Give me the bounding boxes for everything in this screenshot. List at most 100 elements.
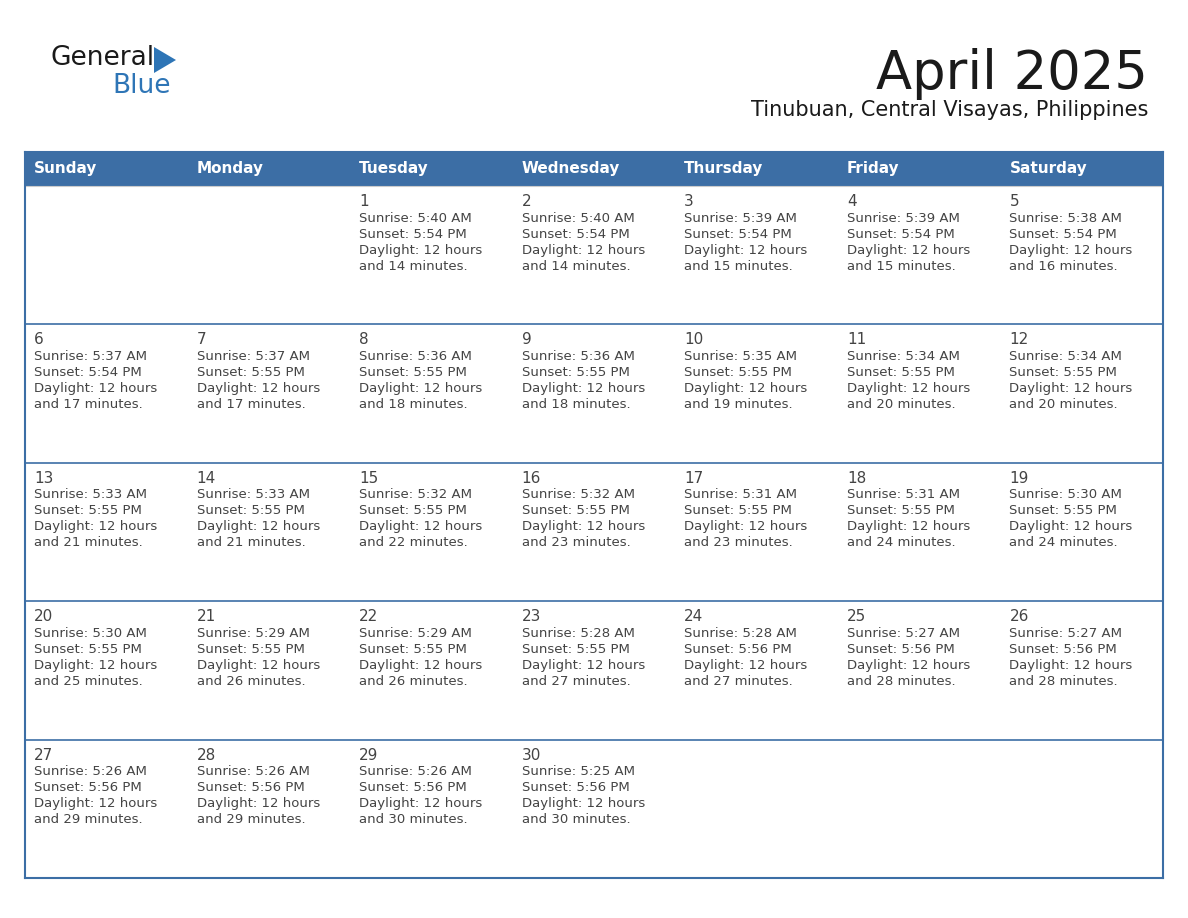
Text: Daylight: 12 hours: Daylight: 12 hours — [847, 659, 971, 672]
Text: Daylight: 12 hours: Daylight: 12 hours — [359, 659, 482, 672]
Text: Sunset: 5:55 PM: Sunset: 5:55 PM — [34, 504, 141, 518]
Text: Daylight: 12 hours: Daylight: 12 hours — [359, 797, 482, 811]
Text: 10: 10 — [684, 332, 703, 347]
Bar — [838, 601, 1000, 740]
Text: and 21 minutes.: and 21 minutes. — [196, 536, 305, 549]
Text: Sunset: 5:56 PM: Sunset: 5:56 PM — [847, 643, 955, 655]
Text: Sunset: 5:56 PM: Sunset: 5:56 PM — [196, 781, 304, 794]
Text: Sunrise: 5:34 AM: Sunrise: 5:34 AM — [847, 350, 960, 363]
Text: 11: 11 — [847, 332, 866, 347]
Text: 22: 22 — [359, 610, 379, 624]
Bar — [350, 740, 513, 878]
Text: and 28 minutes.: and 28 minutes. — [847, 675, 955, 688]
Bar — [1000, 601, 1163, 740]
Text: and 23 minutes.: and 23 minutes. — [684, 536, 794, 549]
Text: Daylight: 12 hours: Daylight: 12 hours — [1010, 659, 1132, 672]
Text: Daylight: 12 hours: Daylight: 12 hours — [684, 382, 808, 395]
Text: Sunset: 5:55 PM: Sunset: 5:55 PM — [359, 504, 467, 518]
Bar — [675, 463, 838, 601]
Bar — [675, 324, 838, 463]
Text: and 14 minutes.: and 14 minutes. — [359, 260, 468, 273]
Text: Sunset: 5:56 PM: Sunset: 5:56 PM — [522, 781, 630, 794]
Text: Daylight: 12 hours: Daylight: 12 hours — [1010, 243, 1132, 257]
Bar — [1000, 463, 1163, 601]
Text: 17: 17 — [684, 471, 703, 486]
Text: Sunset: 5:56 PM: Sunset: 5:56 PM — [359, 781, 467, 794]
Text: and 22 minutes.: and 22 minutes. — [359, 536, 468, 549]
Text: 6: 6 — [34, 332, 44, 347]
Text: Sunrise: 5:27 AM: Sunrise: 5:27 AM — [847, 627, 960, 640]
Text: Daylight: 12 hours: Daylight: 12 hours — [847, 521, 971, 533]
Text: Daylight: 12 hours: Daylight: 12 hours — [522, 659, 645, 672]
Text: Sunday: Sunday — [34, 162, 97, 176]
Bar — [1000, 152, 1163, 186]
Text: Sunset: 5:54 PM: Sunset: 5:54 PM — [684, 228, 792, 241]
Text: Daylight: 12 hours: Daylight: 12 hours — [684, 243, 808, 257]
Text: Daylight: 12 hours: Daylight: 12 hours — [196, 659, 320, 672]
Text: 7: 7 — [196, 332, 207, 347]
Bar — [350, 601, 513, 740]
Text: Wednesday: Wednesday — [522, 162, 620, 176]
Text: 26: 26 — [1010, 610, 1029, 624]
Text: and 21 minutes.: and 21 minutes. — [34, 536, 143, 549]
Bar — [188, 186, 350, 324]
Text: 9: 9 — [522, 332, 531, 347]
Bar — [513, 324, 675, 463]
Text: Sunset: 5:55 PM: Sunset: 5:55 PM — [196, 643, 304, 655]
Text: Sunset: 5:55 PM: Sunset: 5:55 PM — [34, 643, 141, 655]
Text: and 29 minutes.: and 29 minutes. — [34, 813, 143, 826]
Text: and 18 minutes.: and 18 minutes. — [359, 398, 468, 411]
Text: Sunset: 5:55 PM: Sunset: 5:55 PM — [196, 366, 304, 379]
Text: and 15 minutes.: and 15 minutes. — [847, 260, 955, 273]
Text: Sunrise: 5:26 AM: Sunrise: 5:26 AM — [34, 766, 147, 778]
Text: Friday: Friday — [847, 162, 899, 176]
Text: Sunset: 5:55 PM: Sunset: 5:55 PM — [522, 366, 630, 379]
Text: Sunset: 5:56 PM: Sunset: 5:56 PM — [1010, 643, 1117, 655]
Bar — [1000, 324, 1163, 463]
Text: Sunset: 5:54 PM: Sunset: 5:54 PM — [34, 366, 141, 379]
Text: Daylight: 12 hours: Daylight: 12 hours — [522, 243, 645, 257]
Text: Sunrise: 5:32 AM: Sunrise: 5:32 AM — [522, 488, 634, 501]
Bar — [350, 463, 513, 601]
Text: Daylight: 12 hours: Daylight: 12 hours — [1010, 521, 1132, 533]
Text: Sunset: 5:55 PM: Sunset: 5:55 PM — [684, 504, 792, 518]
Text: Sunset: 5:55 PM: Sunset: 5:55 PM — [196, 504, 304, 518]
Text: Tinubuan, Central Visayas, Philippines: Tinubuan, Central Visayas, Philippines — [751, 100, 1148, 120]
Text: Saturday: Saturday — [1010, 162, 1087, 176]
Text: 24: 24 — [684, 610, 703, 624]
Text: Sunset: 5:54 PM: Sunset: 5:54 PM — [847, 228, 955, 241]
Text: and 19 minutes.: and 19 minutes. — [684, 398, 792, 411]
Text: and 20 minutes.: and 20 minutes. — [1010, 398, 1118, 411]
Text: Sunrise: 5:40 AM: Sunrise: 5:40 AM — [359, 212, 472, 225]
Text: Sunrise: 5:33 AM: Sunrise: 5:33 AM — [196, 488, 310, 501]
Bar — [1000, 740, 1163, 878]
Text: Sunrise: 5:28 AM: Sunrise: 5:28 AM — [684, 627, 797, 640]
Text: 2: 2 — [522, 194, 531, 209]
Bar — [188, 463, 350, 601]
Text: Daylight: 12 hours: Daylight: 12 hours — [34, 382, 157, 395]
Text: and 25 minutes.: and 25 minutes. — [34, 675, 143, 688]
Text: Sunrise: 5:31 AM: Sunrise: 5:31 AM — [684, 488, 797, 501]
Text: and 30 minutes.: and 30 minutes. — [522, 813, 631, 826]
Text: Sunset: 5:55 PM: Sunset: 5:55 PM — [847, 366, 955, 379]
Text: Daylight: 12 hours: Daylight: 12 hours — [34, 797, 157, 811]
Text: Sunrise: 5:36 AM: Sunrise: 5:36 AM — [359, 350, 472, 363]
Text: Sunrise: 5:37 AM: Sunrise: 5:37 AM — [196, 350, 310, 363]
Text: and 28 minutes.: and 28 minutes. — [1010, 675, 1118, 688]
Text: and 17 minutes.: and 17 minutes. — [34, 398, 143, 411]
Bar — [188, 152, 350, 186]
Text: 1: 1 — [359, 194, 368, 209]
Text: Sunrise: 5:36 AM: Sunrise: 5:36 AM — [522, 350, 634, 363]
Text: and 29 minutes.: and 29 minutes. — [196, 813, 305, 826]
Text: Sunrise: 5:29 AM: Sunrise: 5:29 AM — [196, 627, 309, 640]
Text: and 15 minutes.: and 15 minutes. — [684, 260, 794, 273]
Text: and 30 minutes.: and 30 minutes. — [359, 813, 468, 826]
Text: Daylight: 12 hours: Daylight: 12 hours — [359, 521, 482, 533]
Text: Sunrise: 5:26 AM: Sunrise: 5:26 AM — [196, 766, 309, 778]
Text: 15: 15 — [359, 471, 379, 486]
Bar — [350, 152, 513, 186]
Text: and 20 minutes.: and 20 minutes. — [847, 398, 955, 411]
Text: Sunset: 5:55 PM: Sunset: 5:55 PM — [1010, 504, 1117, 518]
Text: Daylight: 12 hours: Daylight: 12 hours — [359, 243, 482, 257]
Text: and 17 minutes.: and 17 minutes. — [196, 398, 305, 411]
